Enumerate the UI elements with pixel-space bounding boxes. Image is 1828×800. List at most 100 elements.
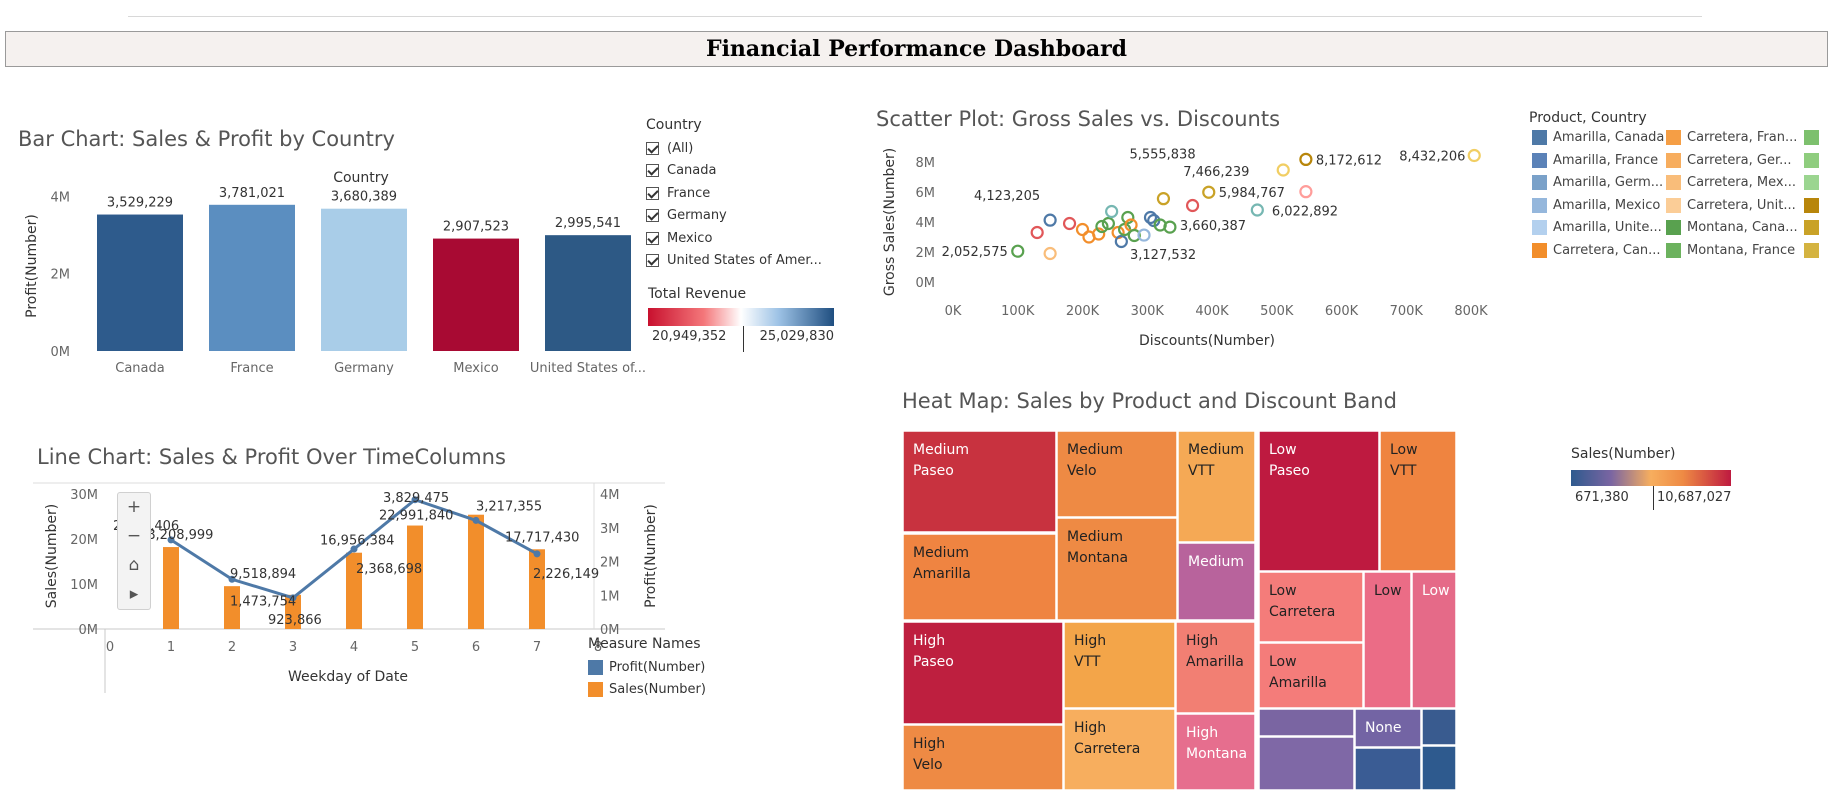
product-legend-item[interactable]: Carretera, Unit...	[1666, 197, 1796, 213]
scatter-point[interactable]	[1156, 192, 1171, 206]
product-legend-item[interactable]: Carretera, Ger...	[1666, 152, 1792, 168]
sales-bar[interactable]	[529, 549, 545, 629]
product-legend-item[interactable]: Amarilla, Germ...	[1532, 175, 1663, 191]
scatter-point[interactable]	[1276, 163, 1290, 177]
heatmap-cell[interactable]	[1379, 430, 1457, 572]
scatter-point[interactable]	[1163, 220, 1177, 234]
product-legend-item[interactable]	[1804, 220, 1825, 236]
sales-bar[interactable]	[224, 586, 240, 629]
line-chart[interactable]: 0M 10M 20M 30M 0M 1M 2M 3M 4M 0 1 2 3 4 5 6 7 8 Weekday of…	[0, 478, 665, 698]
scatter-point[interactable]	[1202, 185, 1216, 199]
heatmap-cell[interactable]	[1056, 430, 1178, 518]
sales-bar[interactable]	[163, 547, 179, 629]
profit-point[interactable]	[228, 575, 236, 583]
scatter-point[interactable]	[1043, 246, 1057, 261]
scatter-point[interactable]	[1092, 227, 1106, 241]
bar[interactable]	[545, 235, 631, 351]
country-filter-item[interactable]: Mexico	[646, 227, 822, 250]
heatmap-cell[interactable]	[1421, 708, 1457, 746]
zoom-in-button[interactable]: +	[126, 497, 142, 517]
scatter-point[interactable]	[1299, 185, 1313, 199]
bar[interactable]	[321, 208, 407, 351]
scatter-point[interactable]	[1095, 219, 1109, 234]
heatmap-cell[interactable]	[1177, 542, 1256, 621]
checkbox-checked[interactable]	[646, 141, 659, 155]
product-legend-item[interactable]	[1804, 175, 1825, 191]
scatter-point[interactable]	[1030, 225, 1044, 240]
bar[interactable]	[209, 204, 295, 351]
heatmap-cell[interactable]	[1258, 571, 1364, 643]
scatter-point[interactable]	[1011, 244, 1025, 258]
product-legend-item[interactable]	[1804, 130, 1825, 145]
checkbox-checked[interactable]	[646, 164, 659, 178]
product-legend-item[interactable]: Carretera, Can...	[1532, 243, 1661, 258]
scatter-chart[interactable]: 0M 2M 4M 6M 8M 0K 100K 200K 300K 400K 500K 600K 700K…	[870, 140, 1500, 360]
product-legend-item[interactable]	[1804, 197, 1825, 213]
scatter-point[interactable]	[1299, 152, 1313, 167]
scatter-point[interactable]	[1185, 198, 1200, 213]
scatter-point[interactable]	[1137, 228, 1151, 242]
country-filter-item[interactable]: (All)	[646, 137, 822, 160]
heatmap-cell[interactable]	[902, 621, 1064, 725]
scatter-point[interactable]	[1114, 234, 1128, 249]
heatmap-cell[interactable]	[1258, 430, 1380, 572]
product-legend-item[interactable]	[1804, 243, 1825, 258]
home-button[interactable]: ⌂	[128, 555, 140, 575]
bar[interactable]	[433, 238, 519, 351]
scatter-point[interactable]	[1121, 210, 1135, 225]
checkbox-checked[interactable]	[646, 254, 659, 268]
profit-point[interactable]	[411, 496, 419, 504]
measure-legend-item[interactable]: Sales(Number)	[588, 678, 706, 700]
sales-bar[interactable]	[346, 552, 362, 629]
scatter-point[interactable]	[1105, 204, 1119, 219]
scatter-point[interactable]	[1075, 222, 1090, 237]
heatmap-cell[interactable]	[902, 724, 1064, 791]
sales-bar[interactable]	[407, 525, 423, 629]
product-legend-item[interactable]: Montana, Cana...	[1666, 220, 1798, 236]
heatmap-cell[interactable]	[1056, 517, 1178, 621]
heatmap-cell[interactable]	[1063, 708, 1176, 791]
country-filter-item[interactable]: Germany	[646, 205, 822, 228]
heatmap-cell[interactable]	[1354, 708, 1422, 748]
profit-point[interactable]	[289, 594, 297, 602]
profit-point[interactable]	[472, 516, 480, 524]
product-legend-item[interactable]: Montana, France	[1666, 243, 1795, 258]
checkbox-checked[interactable]	[646, 209, 659, 223]
zoom-out-button[interactable]: −	[126, 526, 142, 546]
scatter-point[interactable]	[1101, 216, 1115, 231]
product-legend-item[interactable]: Carretera, Fran...	[1666, 130, 1797, 145]
product-legend-item[interactable]: Amarilla, France	[1532, 152, 1658, 168]
bar[interactable]	[97, 214, 183, 351]
heatmap-cell[interactable]	[1177, 430, 1256, 543]
heatmap-cell[interactable]	[902, 430, 1057, 533]
heatmap-cell[interactable]	[1175, 621, 1256, 714]
heatmap-cell[interactable]	[1258, 736, 1355, 791]
checkbox-checked[interactable]	[646, 231, 659, 245]
pan-button[interactable]: ▸	[129, 584, 139, 604]
heatmap-cell[interactable]	[1175, 713, 1256, 791]
heatmap-cell[interactable]	[1258, 708, 1355, 737]
scatter-point[interactable]	[1127, 228, 1141, 243]
heatmap-cell[interactable]	[1258, 642, 1364, 709]
profit-point[interactable]	[533, 550, 541, 558]
profit-point[interactable]	[167, 536, 175, 544]
heatmap-cell[interactable]	[1063, 621, 1176, 709]
profit-point[interactable]	[350, 545, 358, 553]
product-legend-item[interactable]: Amarilla, Canada	[1532, 130, 1664, 145]
sales-bar[interactable]	[285, 594, 301, 629]
checkbox-checked[interactable]	[646, 186, 659, 200]
heatmap-cell[interactable]	[902, 533, 1057, 621]
product-legend-item[interactable]	[1804, 152, 1825, 168]
heatmap-chart[interactable]: Medium Paseo Medium Velo Medium VTT Medium Amar…	[902, 430, 1458, 791]
product-legend-item[interactable]: Amarilla, Mexico	[1532, 197, 1660, 213]
country-filter-item[interactable]: United States of Amer...	[646, 250, 822, 273]
measure-legend-item[interactable]: Profit(Number)	[588, 656, 706, 678]
product-legend-item[interactable]: Amarilla, Unite...	[1532, 220, 1662, 236]
scatter-point[interactable]	[1467, 148, 1481, 163]
country-filter-item[interactable]: France	[646, 182, 822, 205]
country-filter-item[interactable]: Canada	[646, 160, 822, 183]
heatmap-cell[interactable]	[1421, 745, 1457, 791]
heatmap-cell[interactable]	[1363, 571, 1412, 709]
product-legend-item[interactable]: Carretera, Mex...	[1666, 175, 1796, 191]
scatter-point[interactable]	[1250, 203, 1264, 217]
